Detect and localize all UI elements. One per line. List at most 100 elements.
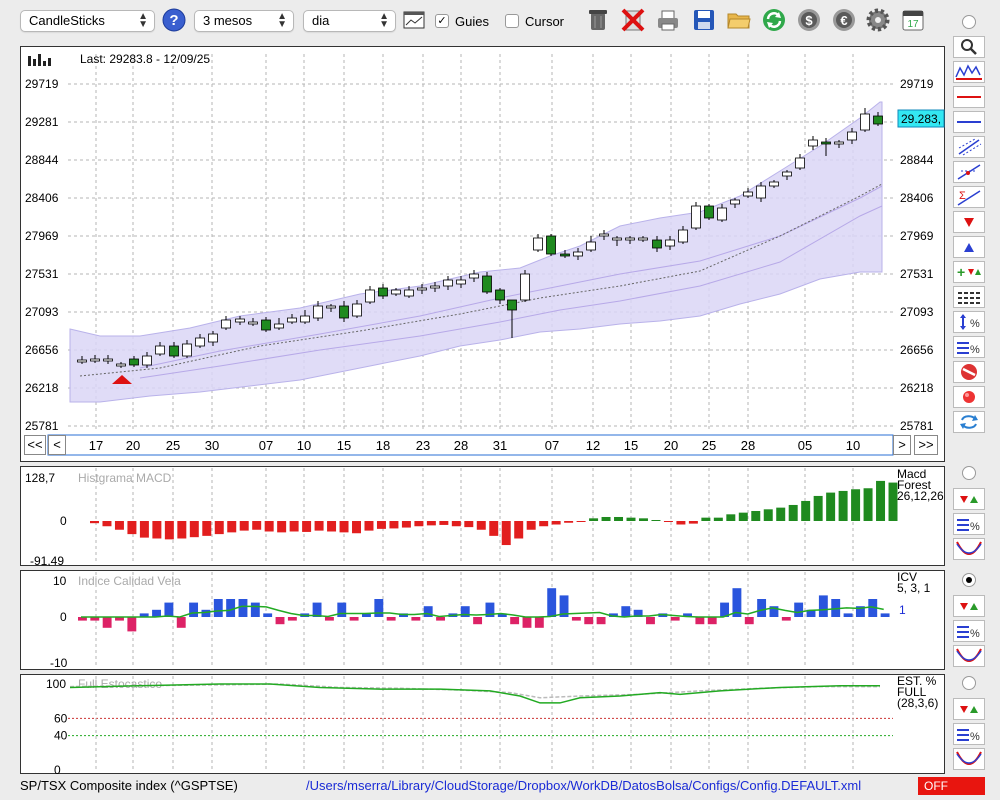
no-entry-icon [961,364,977,380]
cursor-checkbox[interactable] [505,14,519,28]
guides-checkbox[interactable]: ✓ [435,14,449,28]
record-button[interactable] [953,386,985,408]
macd-bar [726,514,736,521]
delete-button[interactable] [620,7,646,33]
y-tick-right: 28844 [900,153,934,167]
channel-tool-button[interactable] [953,136,985,158]
nav-prev-button[interactable]: < [48,435,66,455]
stoch-y-tick: 60 [54,711,68,725]
stoch-signals-button[interactable] [953,698,985,720]
sell-marker-button[interactable] [953,211,985,233]
macd-curve-button[interactable] [953,538,985,560]
icv-bar [534,617,544,628]
candle-body [208,333,218,343]
candle-body [625,237,635,241]
signal-arrows-icon [960,603,978,610]
status-off-badge[interactable]: OFF [918,777,985,795]
macd-side-label-2: Forest [897,478,932,492]
trash-button[interactable] [585,7,611,33]
horizontal-blue-line-button[interactable] [953,111,985,133]
dollar-button[interactable]: $ [796,7,822,33]
nav-last-button[interactable]: >> [914,435,938,455]
macd-bar [489,521,499,536]
icv-percent-button[interactable]: % [953,620,985,642]
y-tick-left: 28406 [25,191,59,205]
icv-bar [201,609,211,617]
zoom-button[interactable] [953,36,985,58]
nav-next-button[interactable]: > [893,435,911,455]
trendline-tool-button[interactable] [953,161,985,183]
help-icon: ? [162,8,186,32]
nav-first-button[interactable]: << [24,435,46,455]
buy-marker-button[interactable] [953,236,985,258]
icv-bar [547,588,557,617]
icv-bar [349,617,359,621]
macd-bar [589,518,599,521]
save-button[interactable] [691,7,717,33]
v-curve-icon [956,648,982,662]
icv-title: Indice Calidad Vela [78,574,181,588]
help-button[interactable]: ? [161,7,187,33]
horizontal-red-line-button[interactable] [953,86,985,108]
macd-bar [352,521,361,534]
candle-body [339,305,349,319]
icv-curve-button[interactable] [953,645,985,667]
icv-bar [868,599,878,617]
interval-select[interactable]: dia ▲ ▼ [303,10,396,32]
macd-percent-button[interactable]: % [953,513,985,535]
macd-bar [364,521,374,531]
macd-signals-button[interactable] [953,488,985,510]
icv-bar [732,588,742,617]
stoch-curve-button[interactable] [953,748,985,770]
grid-lines-button[interactable] [953,286,985,308]
icv-bar [176,617,186,628]
icv-bar [497,613,507,617]
x-tick-label: 15 [624,438,638,453]
icv-bar [670,617,680,621]
main-panel-radio[interactable] [962,15,976,29]
macd-panel-radio[interactable] [962,466,976,480]
printer-button[interactable] [655,7,681,33]
chart-type-select[interactable]: CandleSticks ▲ ▼ [20,10,155,32]
interval-value: dia [312,13,330,28]
macd-bar [389,521,399,529]
fibonacci-tool-button[interactable]: Σ [953,186,985,208]
icv-signals-button[interactable] [953,595,985,617]
candle-body [469,273,479,279]
clear-marks-button[interactable] [953,361,985,383]
config-path-link[interactable]: /Users/mserra/Library/CloudStorage/Dropb… [306,778,862,793]
svg-text:17: 17 [907,19,919,30]
y-tick-right: 29719 [900,77,934,91]
y-tick-left: 28844 [25,153,59,167]
refresh-button[interactable] [761,7,787,33]
period-select[interactable]: 3 mesos ▲ ▼ [194,10,294,32]
stoch-panel-radio[interactable] [962,676,976,690]
add-marker-button[interactable]: + [953,261,985,283]
icv-bar [115,617,124,621]
macd-bar [526,521,536,530]
macd-bar [202,521,212,536]
euro-button[interactable]: € [831,7,857,33]
settings-button[interactable] [865,7,891,33]
chart-window-button[interactable] [401,7,427,33]
trash-icon [589,10,607,30]
indicator-button[interactable] [953,61,985,83]
open-folder-button[interactable] [726,7,752,33]
icv-bar [250,602,260,617]
macd-y-max: 128,7 [25,471,55,485]
icv-average-line [81,605,884,618]
bars-logo-icon [28,56,31,66]
svg-text:%: % [970,628,980,640]
macd-bar [776,507,786,521]
icv-bar [596,617,606,625]
current-value-text: 29.283, [901,112,941,126]
icv-panel-radio[interactable] [962,573,976,587]
macd-y-min: -91,49 [30,554,64,566]
swap-button[interactable] [953,411,985,433]
percent-range-button[interactable]: % [953,311,985,333]
percent-lines-icon: % [957,626,980,640]
calendar-button[interactable]: 17 [900,7,926,33]
stoch-percent-button[interactable]: % [953,723,985,745]
percent-lines-button[interactable]: % [953,336,985,358]
svg-text:%: % [970,731,980,743]
